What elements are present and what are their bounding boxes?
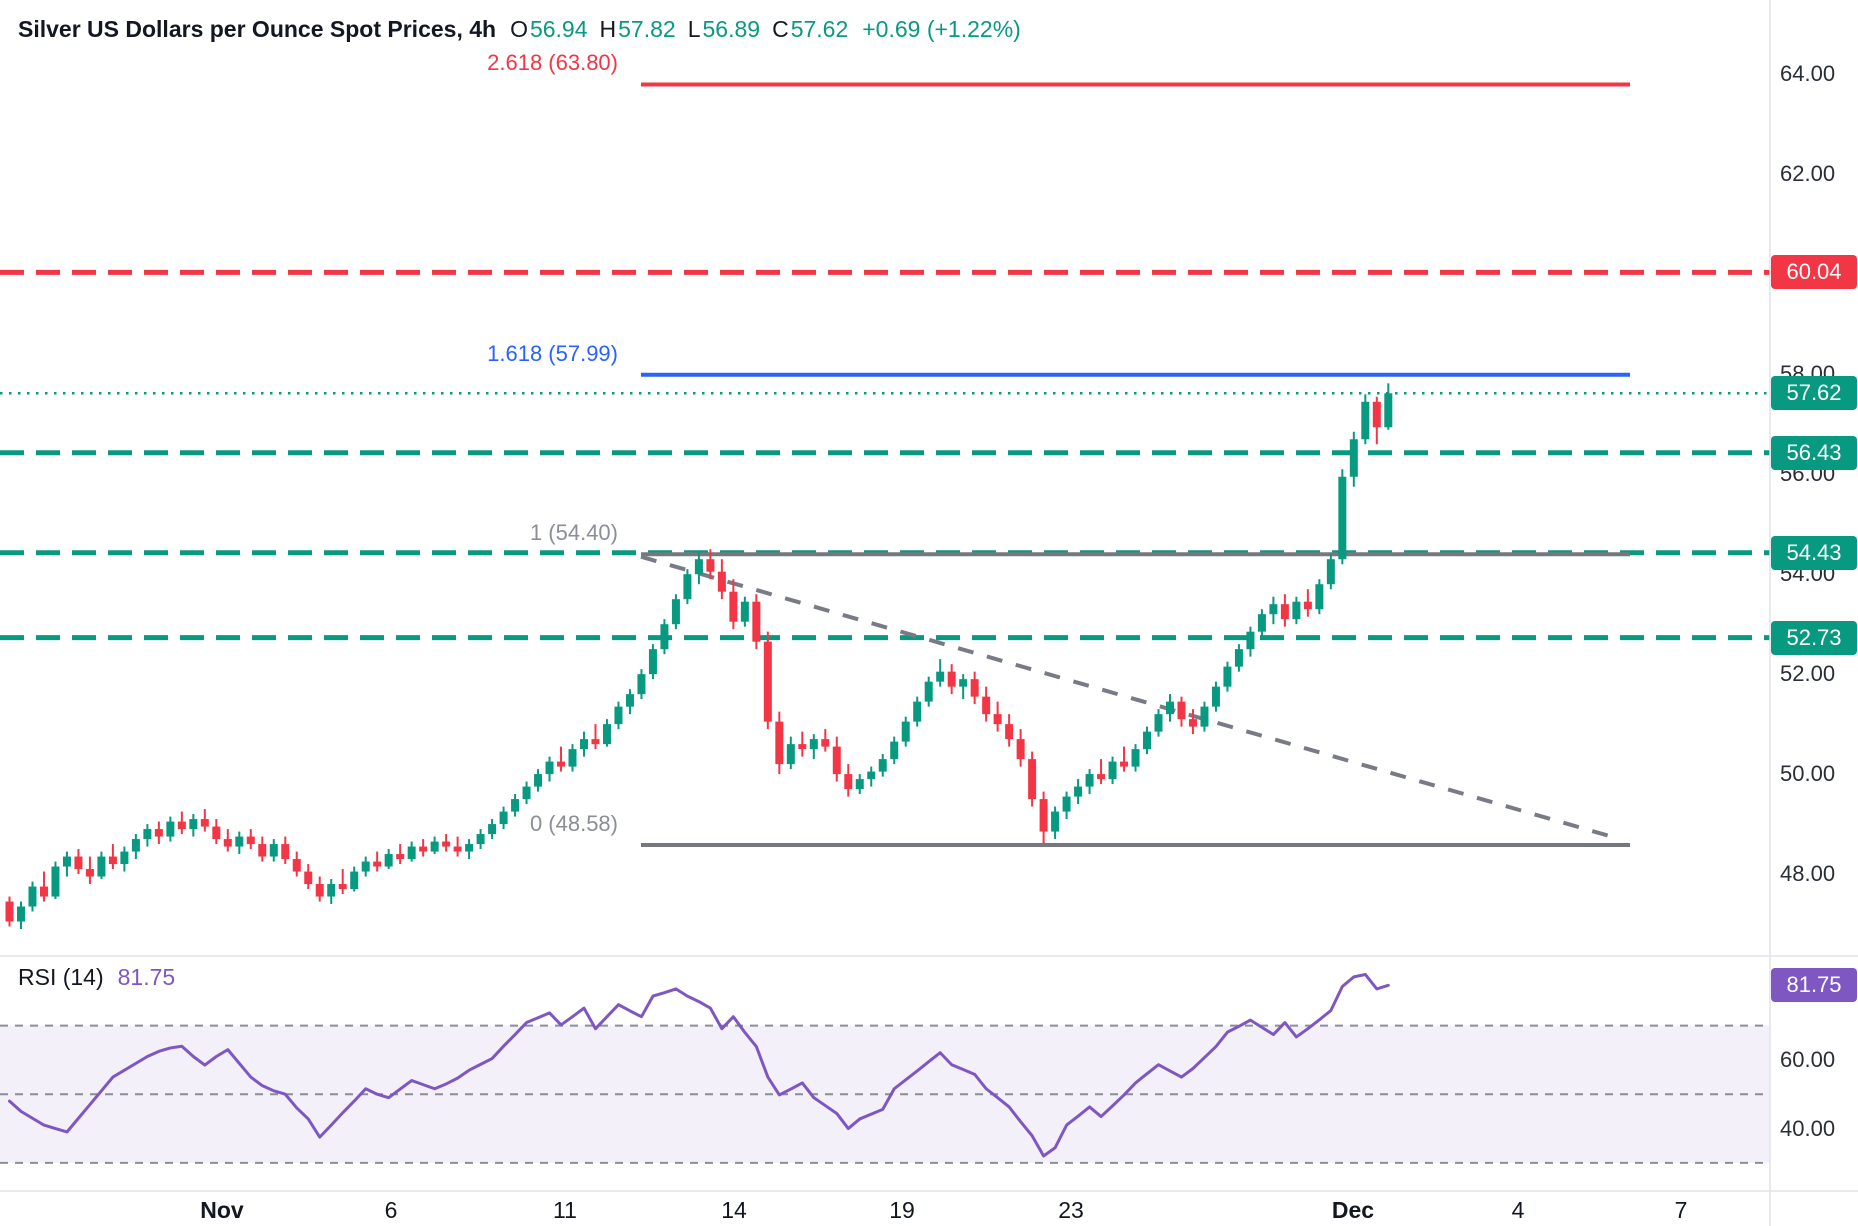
ohlc-number: 56.89: [702, 16, 761, 42]
ohlc-item-C: C 57.62: [772, 16, 848, 43]
rsi-value: 81.75: [117, 964, 176, 990]
price-level-badge: 54.43: [1771, 535, 1857, 570]
rsi-band: [0, 1024, 1770, 1164]
time-axis-label: 11: [553, 1197, 577, 1223]
rsi-legend[interactable]: RSI (14) 81.75: [18, 964, 175, 991]
ohlc-number: 57.62: [790, 16, 849, 42]
change-value: +0.69 (+1.22%): [862, 16, 1021, 42]
time-axis-label: 19: [889, 1197, 915, 1223]
price-axis-label: 48.00: [1780, 861, 1836, 887]
time-axis-label: Nov: [200, 1197, 244, 1223]
rsi-axis-label: 60.00: [1780, 1046, 1836, 1072]
ohlc-key: O: [510, 16, 528, 42]
rsi-value-badge: 81.75: [1771, 968, 1857, 1003]
price-level-badge: 60.04: [1771, 255, 1857, 290]
chart-legend[interactable]: Silver US Dollars per Ounce Spot Prices,…: [18, 16, 1021, 43]
price-level-badge: 57.62: [1771, 376, 1857, 411]
time-axis-label: 23: [1058, 1197, 1084, 1223]
ohlc-number: 57.82: [618, 16, 676, 42]
ohlc-key: L: [687, 16, 701, 42]
fib-level-label[interactable]: 2.618 (63.80): [487, 50, 618, 76]
fib-level-label[interactable]: 1.618 (57.99): [487, 340, 618, 366]
rsi-label[interactable]: RSI (14): [18, 964, 104, 990]
time-axis-label: 14: [721, 1197, 747, 1223]
time-axis-label: Dec: [1331, 1197, 1375, 1223]
price-axis-label: 50.00: [1780, 761, 1836, 787]
price-axis-label: 62.00: [1780, 161, 1836, 187]
price-axis-label: 64.00: [1780, 61, 1836, 87]
rsi-plot: [8, 972, 1390, 1158]
price-level-badge: 52.73: [1771, 620, 1857, 655]
price-level-badge: 56.43: [1771, 435, 1857, 470]
ohlc-key: H: [599, 16, 617, 42]
price-hlines: [0, 269, 1770, 641]
time-axis-label: 7: [1674, 1197, 1688, 1223]
ohlc-item-L: L 56.89: [688, 16, 760, 43]
price-axis-label: 52.00: [1780, 661, 1836, 687]
ohlc-number: 56.94: [529, 16, 588, 42]
symbol-title[interactable]: Silver US Dollars per Ounce Spot Prices,…: [18, 16, 497, 42]
ohlc-item-O: O 56.94: [510, 16, 587, 43]
trendline: [640, 554, 1609, 838]
time-axis-label: 4: [1511, 1197, 1525, 1223]
fib-level-label[interactable]: 1 (54.40): [529, 520, 618, 546]
rsi-axis-label: 40.00: [1780, 1115, 1836, 1141]
fib-level-label[interactable]: 0 (48.58): [529, 811, 618, 837]
candlesticks[interactable]: [5, 383, 1393, 930]
ohlc-values: O 56.94 H 57.82 L 56.89 C 57.62: [510, 16, 848, 43]
ohlc-item-H: H 57.82: [600, 16, 676, 43]
fib-lines: [641, 82, 1630, 848]
time-axis-label: 6: [384, 1197, 398, 1223]
ohlc-key: C: [772, 16, 789, 42]
